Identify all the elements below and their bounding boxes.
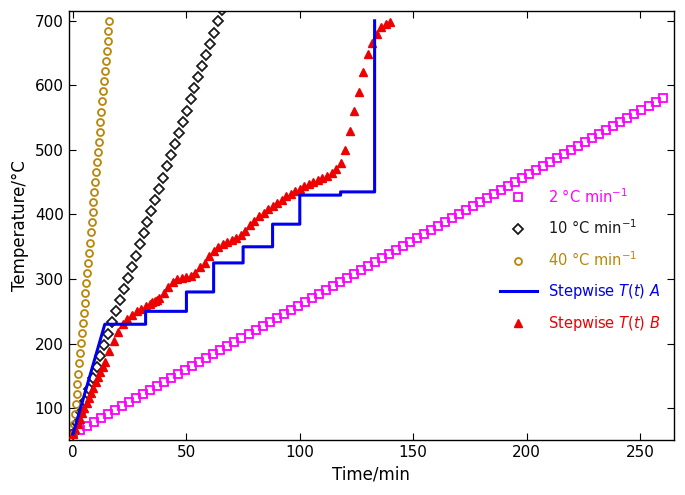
Legend: 2 °C min$^{-1}$, 10 °C min$^{-1}$, 40 °C min$^{-1}$, Stepwise $\mathit{T}$($\mat: 2 °C min$^{-1}$, 10 °C min$^{-1}$, 40 °C… bbox=[495, 181, 667, 339]
Y-axis label: Temperature/°C: Temperature/°C bbox=[11, 160, 29, 291]
X-axis label: Time/min: Time/min bbox=[332, 466, 410, 484]
